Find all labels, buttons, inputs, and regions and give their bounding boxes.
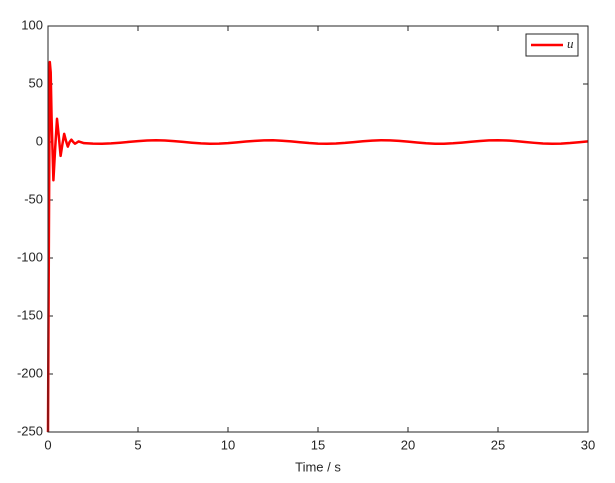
x-tick-label: 25 (491, 437, 505, 452)
y-tick-label: -100 (17, 249, 43, 264)
y-tick-label: 50 (29, 75, 43, 90)
y-tick-label: 0 (36, 133, 43, 148)
x-tick-label: 10 (221, 437, 235, 452)
x-tick-label: 30 (581, 437, 595, 452)
legend-label: u (567, 36, 574, 51)
y-tick-label: 100 (21, 17, 43, 32)
y-tick-label: -50 (24, 191, 43, 206)
x-tick-label: 5 (134, 437, 141, 452)
plot-frame (47, 25, 589, 433)
x-tick-label: 15 (311, 437, 325, 452)
x-tick-label: 20 (401, 437, 415, 452)
y-tick-label: -250 (17, 423, 43, 438)
y-tick-label: -150 (17, 307, 43, 322)
x-axis-label: Time / s (295, 459, 341, 474)
x-tick-label: 0 (44, 437, 51, 452)
y-tick-label: -200 (17, 365, 43, 380)
line-series (46, 60, 589, 433)
